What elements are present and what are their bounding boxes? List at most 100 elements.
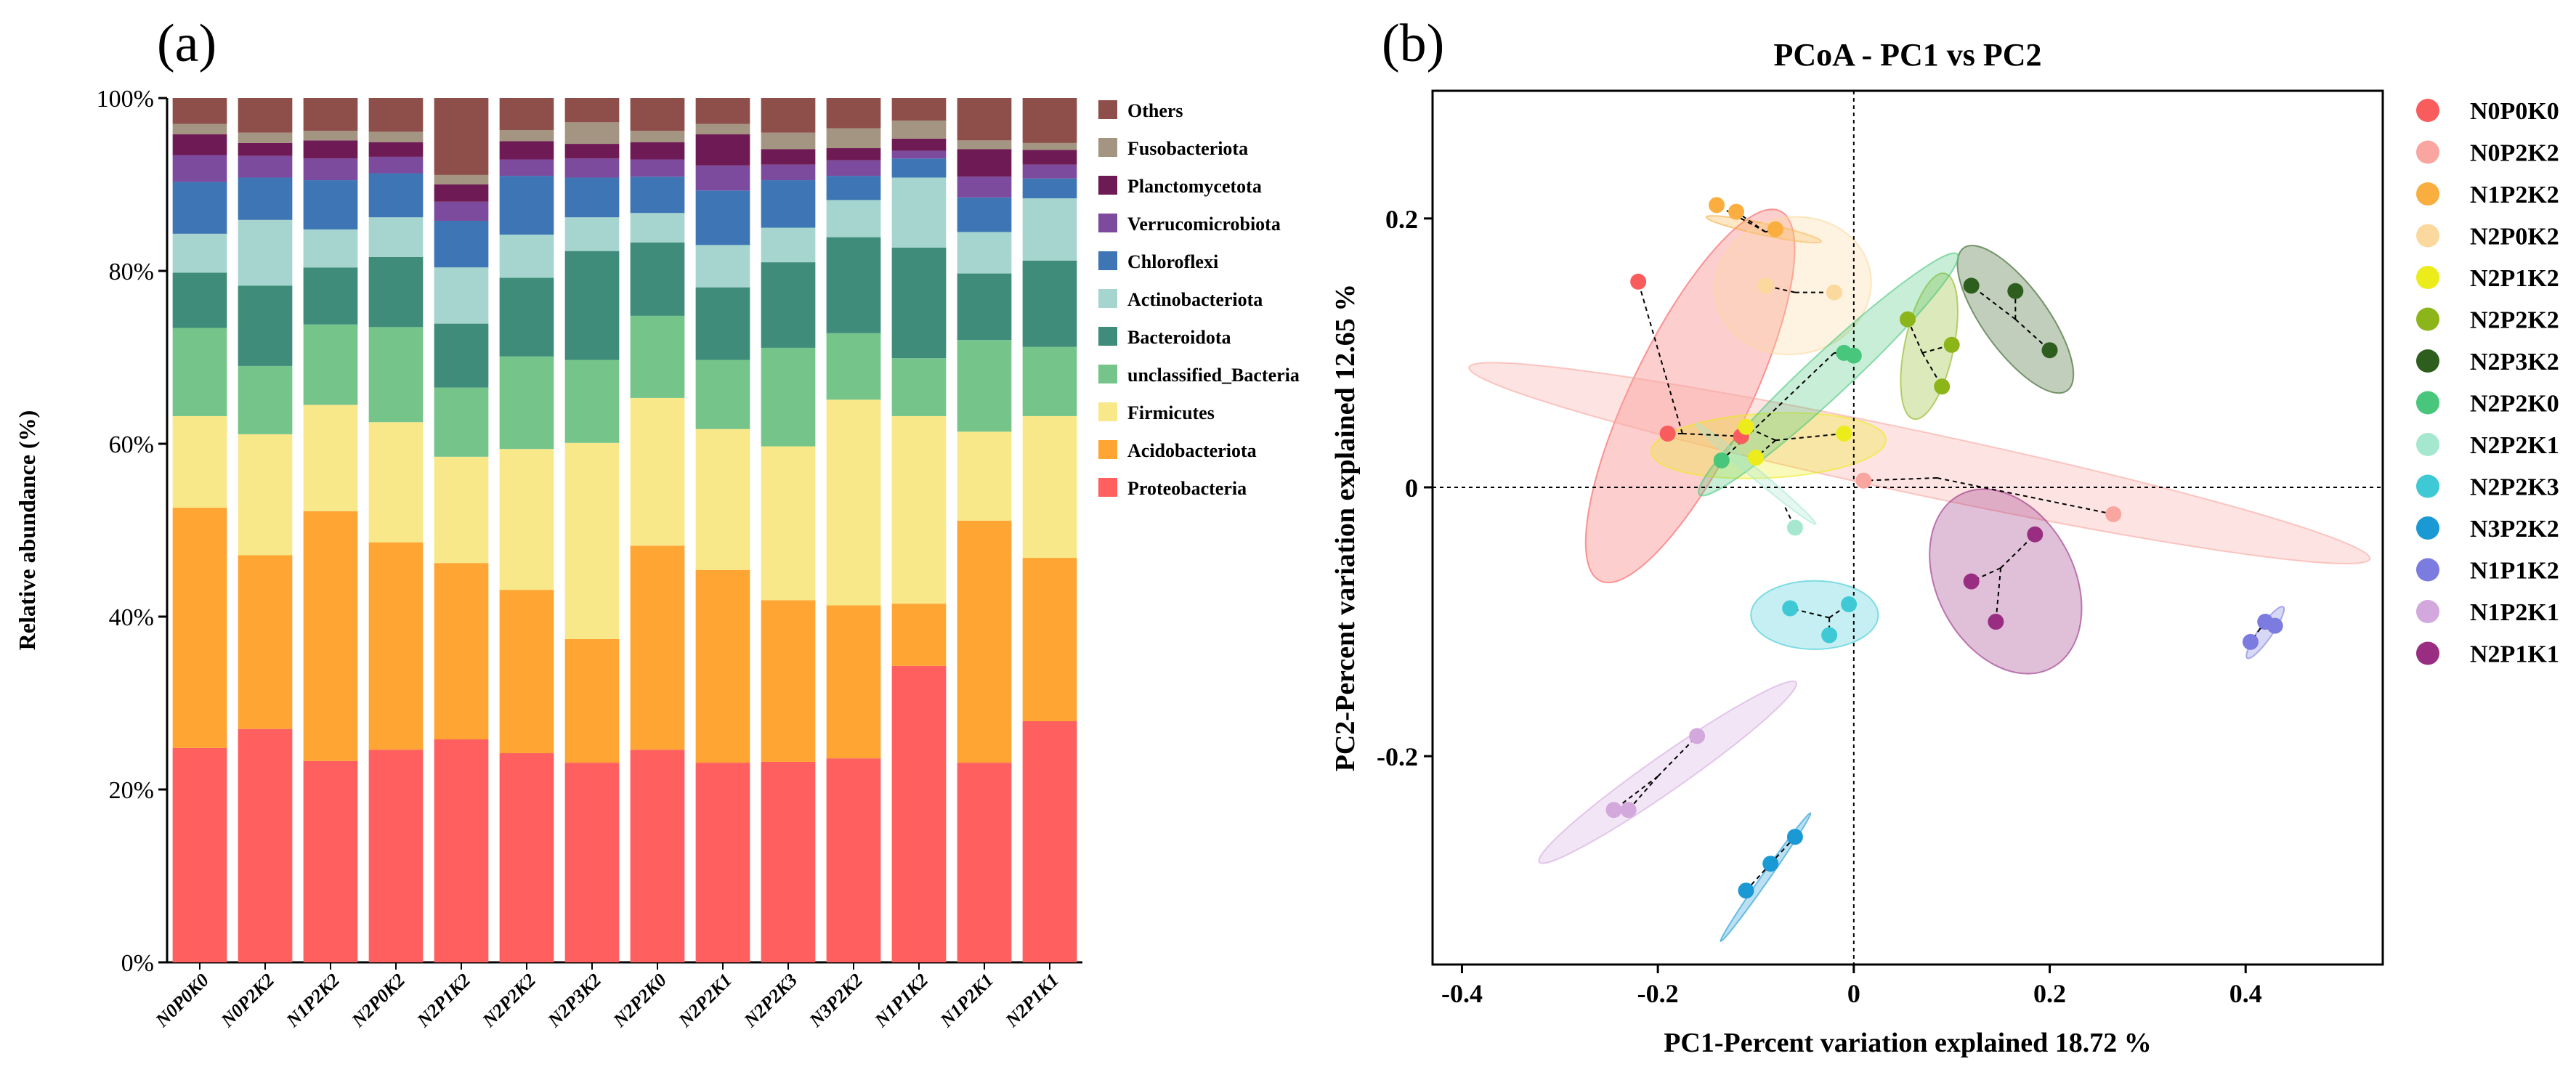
bar-segment-unclassified-bacteria — [172, 328, 227, 416]
bar-segment-others — [891, 98, 947, 121]
x-tick-label: N1P1K2 — [870, 970, 933, 1032]
bar-segment-bacteroidota — [303, 267, 358, 325]
bar-segment-firmicutes — [891, 415, 947, 604]
legend-label-n2p3k2: N2P3K2 — [2470, 349, 2559, 375]
bar-segment-actinobacteriota — [826, 200, 881, 237]
bar-segment-bacteroidota — [1022, 260, 1077, 347]
bar-segment-chloroflexi — [1022, 178, 1077, 199]
bar-segment-acidobacteriota — [368, 542, 424, 750]
spider-line-n1p1k2 — [2250, 628, 2261, 643]
bar-segment-others — [1022, 98, 1077, 143]
ellipse-n2p2k0 — [1698, 252, 1959, 497]
legend-label-n0p0k0: N0P0K0 — [2470, 98, 2559, 125]
point-n2p2k0 — [1713, 452, 1730, 468]
bar-segment-bacteroidota — [826, 237, 881, 333]
bar-segment-planctomycetota — [499, 141, 554, 160]
legend-label-n1p1k2: N1P1K2 — [2470, 558, 2559, 585]
ellipse-n0p2k2 — [1468, 362, 2371, 565]
bar-segment-planctomycetota — [957, 149, 1012, 177]
point-n1p2k1 — [1605, 802, 1622, 819]
bar-segment-acidobacteriota — [172, 508, 227, 748]
legend-label-n2p2k3: N2P2K3 — [2470, 474, 2559, 501]
point-n3p2k2 — [1738, 882, 1754, 899]
bar-segment-actinobacteriota — [499, 235, 554, 278]
point-n2p2k0 — [1845, 347, 1862, 364]
bar-segment-unclassified-bacteria — [499, 356, 554, 450]
bar-segment-unclassified-bacteria — [238, 365, 293, 434]
bar-segment-actinobacteriota — [695, 245, 750, 288]
bar-segment-chloroflexi — [826, 176, 881, 200]
bar-segment-acidobacteriota — [891, 604, 947, 666]
spider-line-n2p2k2 — [1907, 319, 1924, 354]
bar-segment-verrucomicrobiota — [238, 155, 293, 178]
bar-segment-chloroflexi — [957, 197, 1012, 232]
bar-segment-unclassified-bacteria — [891, 358, 947, 416]
bar-segment-acidobacteriota — [630, 545, 685, 750]
bar-segment-fusobacteriota — [172, 123, 227, 134]
pcoa-scatter-chart: PCoA - PC1 vs PC2 -0.4 -0.2 0 0.2 0.4 -0.2 0 0.2… — [1330, 37, 2559, 1058]
bar-segment-proteobacteria — [957, 763, 1012, 962]
bar-segment-planctomycetota — [695, 134, 750, 166]
bar-segment-proteobacteria — [434, 739, 489, 962]
legend-marker-n1p2k2 — [2416, 182, 2439, 206]
bar-segment-proteobacteria — [695, 763, 750, 962]
bar-segment-bacteroidota — [368, 256, 424, 328]
bar-segment-unclassified-bacteria — [826, 333, 881, 400]
bar-segment-bacteroidota — [499, 277, 554, 357]
legend-label-n3p2k2: N3P2K2 — [2470, 516, 2559, 543]
bar-segment-fusobacteriota — [891, 120, 947, 139]
legend-label-firmicutes: Firmicutes — [1127, 402, 1215, 423]
bar-segment-fusobacteriota — [630, 131, 685, 142]
bar-segment-others — [172, 98, 227, 124]
x-axis-title: PC1-Percent variation explained 18.72 % — [1664, 1028, 2152, 1058]
point-n0p2k2 — [2105, 506, 2122, 522]
legend-swatch-proteobacteria — [1098, 478, 1117, 497]
legend-marker-n3p2k2 — [2416, 516, 2439, 540]
bar-segment-proteobacteria — [826, 758, 881, 962]
bar-segment-unclassified-bacteria — [564, 360, 620, 443]
point-n2p1k1 — [1963, 573, 1980, 590]
spider-line-n3p2k2 — [1770, 836, 1796, 864]
spider-line-n2p3k2 — [1971, 285, 2016, 320]
point-n0p2k2 — [1855, 472, 1872, 489]
spider-line-n2p1k2 — [1775, 432, 1844, 442]
bar-segment-unclassified-bacteria — [303, 324, 358, 405]
bar-segment-fusobacteriota — [564, 122, 620, 145]
bar-segment-acidobacteriota — [564, 638, 620, 763]
bar-segment-planctomycetota — [1022, 150, 1077, 165]
bar-segment-fusobacteriota — [761, 132, 816, 150]
bar-segment-planctomycetota — [826, 148, 881, 161]
bar-segment-chloroflexi — [368, 173, 424, 218]
bar-segment-acidobacteriota — [434, 563, 489, 739]
bar-segment-planctomycetota — [434, 184, 489, 202]
x-tick-label: 0.4 — [2229, 979, 2262, 1008]
legend-swatch-bacteroidota — [1098, 327, 1117, 346]
point-n1p2k2 — [1728, 203, 1745, 220]
bar-segment-proteobacteria — [891, 665, 947, 962]
legend-swatch-others — [1098, 100, 1117, 119]
spider-line-n0p0k0 — [1637, 281, 1683, 434]
bar-segment-others — [826, 98, 881, 129]
point-n2p2k2 — [1943, 336, 1960, 353]
legend-label-others: Others — [1127, 100, 1183, 121]
bar-segment-acidobacteriota — [761, 600, 816, 762]
legend-swatch-actinobacteriota — [1098, 289, 1117, 308]
ellipse-n2p2k3 — [1750, 580, 1879, 650]
legend-swatch-chloroflexi — [1098, 251, 1117, 270]
bar-segment-others — [434, 98, 489, 175]
y-tick-label: 0 — [1405, 474, 1418, 503]
legend-swatch-unclassified-bacteria — [1098, 365, 1117, 383]
legend-marker-n1p1k2 — [2416, 558, 2439, 582]
legend-swatch-verrucomicrobiota — [1098, 214, 1117, 232]
point-n2p1k1 — [1988, 614, 2004, 630]
bar-segment-bacteroidota — [630, 242, 685, 316]
point-n1p2k1 — [1620, 802, 1637, 819]
legend-marker-n2p1k2 — [2416, 266, 2439, 289]
bar-segment-others — [761, 98, 816, 133]
bar-segment-firmicutes — [368, 422, 424, 543]
panel-a-label: (a) — [157, 14, 217, 73]
point-n2p1k2 — [1738, 418, 1754, 435]
point-n1p1k2 — [2267, 617, 2283, 634]
legend-swatch-planctomycetota — [1098, 176, 1117, 195]
point-n1p1k2 — [2242, 633, 2259, 650]
